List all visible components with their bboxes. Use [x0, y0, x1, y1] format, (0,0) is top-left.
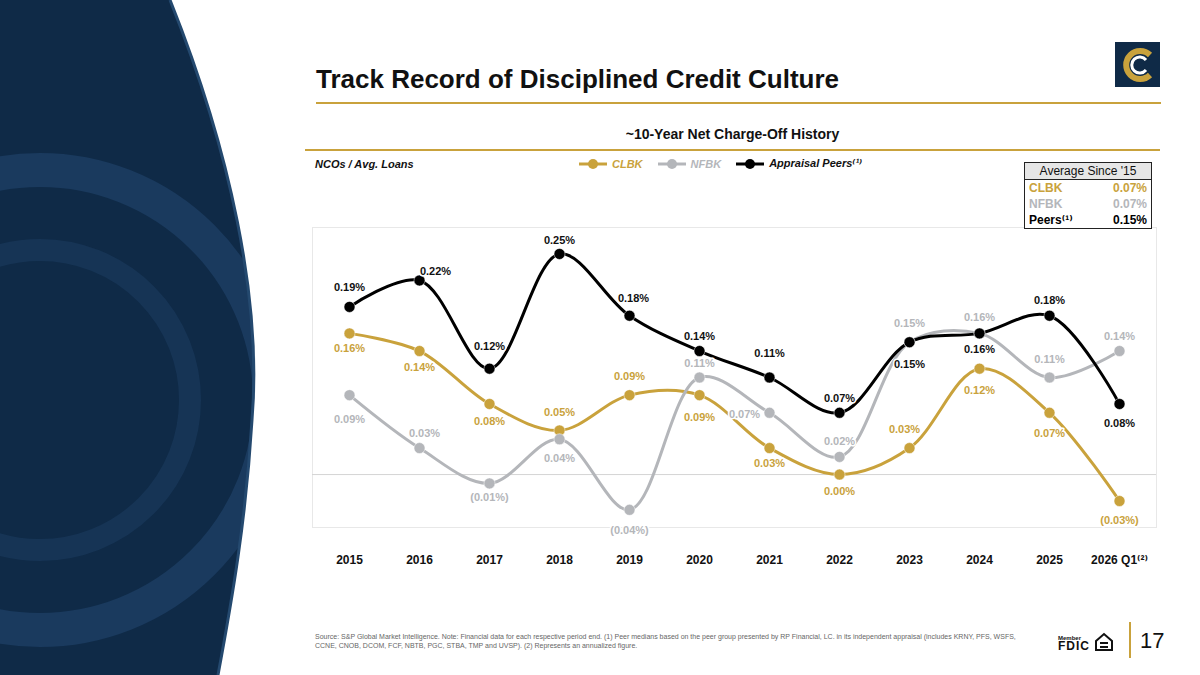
- svg-text:(0.03%): (0.03%): [1100, 514, 1139, 526]
- svg-text:(0.04%): (0.04%): [610, 524, 649, 536]
- html-text:Track Record of Disciplined Cr: Track Record of Disciplined Credit Cultu…: [316, 64, 839, 94]
- html-text:0.07%: 0.07%: [1113, 181, 1147, 195]
- svg-text:2023: 2023: [896, 553, 923, 567]
- svg-text:0.22%: 0.22%: [420, 265, 451, 277]
- svg-text:0.09%: 0.09%: [684, 411, 715, 423]
- svg-text:0.09%: 0.09%: [334, 413, 365, 425]
- html-text:Average Since '15: Average Since '15: [1039, 164, 1137, 178]
- svg-text:(0.01%): (0.01%): [470, 491, 509, 503]
- svg-text:0.07%: 0.07%: [1034, 427, 1065, 439]
- svg-text:0.14%: 0.14%: [404, 361, 435, 373]
- svg-text:2025: 2025: [1036, 553, 1063, 567]
- svg-text:2024: 2024: [966, 553, 993, 567]
- svg-text:0.08%: 0.08%: [1104, 416, 1135, 428]
- svg-text:0.18%: 0.18%: [1034, 294, 1065, 306]
- svg-text:0.03%: 0.03%: [889, 423, 920, 435]
- svg-text:0.25%: 0.25%: [544, 233, 575, 245]
- svg-text:0.16%: 0.16%: [334, 342, 365, 354]
- html-text:NCOs / Avg. Loans: NCOs / Avg. Loans: [315, 158, 414, 170]
- svg-text:2021: 2021: [756, 553, 783, 567]
- svg-text:0.15%: 0.15%: [894, 358, 925, 370]
- svg-text:0.16%: 0.16%: [964, 311, 995, 323]
- svg-text:0.12%: 0.12%: [474, 340, 505, 352]
- svg-text:0.18%: 0.18%: [618, 292, 649, 304]
- svg-text:0.00%: 0.00%: [824, 485, 855, 497]
- svg-text:2020: 2020: [686, 553, 713, 567]
- svg-text:2015: 2015: [336, 553, 363, 567]
- html-text:CLBK: CLBK: [1029, 181, 1063, 195]
- svg-text:0.11%: 0.11%: [754, 347, 785, 359]
- svg-text:0.03%: 0.03%: [409, 427, 440, 439]
- svg-text:2016: 2016: [406, 553, 433, 567]
- html-text:Source: S&P Global Market Inte: Source: S&P Global Market Intelligence. …: [315, 633, 1016, 649]
- svg-text:0.03%: 0.03%: [754, 457, 785, 469]
- svg-text:0.12%: 0.12%: [964, 384, 995, 396]
- svg-text:0.04%: 0.04%: [544, 452, 575, 464]
- svg-text:0.09%: 0.09%: [614, 370, 645, 382]
- html-text:CLBK: CLBK: [612, 157, 643, 170]
- html-text:0.07%: 0.07%: [1113, 197, 1147, 211]
- svg-text:0.08%: 0.08%: [474, 414, 505, 426]
- svg-text:0.02%: 0.02%: [824, 435, 855, 447]
- html-text:NFBK: NFBK: [1029, 197, 1063, 211]
- html-text:17: 17: [1140, 628, 1165, 653]
- svg-text:0.14%: 0.14%: [684, 330, 715, 342]
- html-text:Appraisal Peers⁽¹⁾: Appraisal Peers⁽¹⁾: [769, 157, 863, 169]
- html-text:~10-Year Net Charge-Off Histor: ~10-Year Net Charge-Off History: [625, 126, 840, 142]
- svg-text:2018: 2018: [546, 553, 573, 567]
- svg-text:0.05%: 0.05%: [544, 406, 575, 418]
- svg-text:2019: 2019: [616, 553, 643, 567]
- svg-text:2026 Q1⁽²⁾: 2026 Q1⁽²⁾: [1091, 553, 1148, 567]
- svg-text:0.15%: 0.15%: [894, 317, 925, 329]
- html-text:Peers⁽¹⁾: Peers⁽¹⁾: [1029, 213, 1073, 227]
- svg-text:0.11%: 0.11%: [1034, 353, 1065, 365]
- html-text:Member: Member: [1058, 635, 1081, 641]
- svg-text:0.11%: 0.11%: [684, 357, 715, 369]
- html-text:FDIC: FDIC: [1058, 639, 1090, 653]
- html-text:NFBK: NFBK: [690, 157, 722, 170]
- svg-text:0.19%: 0.19%: [334, 281, 365, 293]
- svg-text:2022: 2022: [826, 553, 853, 567]
- svg-text:0.16%: 0.16%: [964, 343, 995, 355]
- svg-text:0.07%: 0.07%: [824, 392, 855, 404]
- svg-text:0.14%: 0.14%: [1104, 330, 1135, 342]
- svg-text:0.07%: 0.07%: [729, 408, 760, 420]
- html-text:0.15%: 0.15%: [1113, 213, 1147, 227]
- svg-text:2017: 2017: [476, 553, 503, 567]
